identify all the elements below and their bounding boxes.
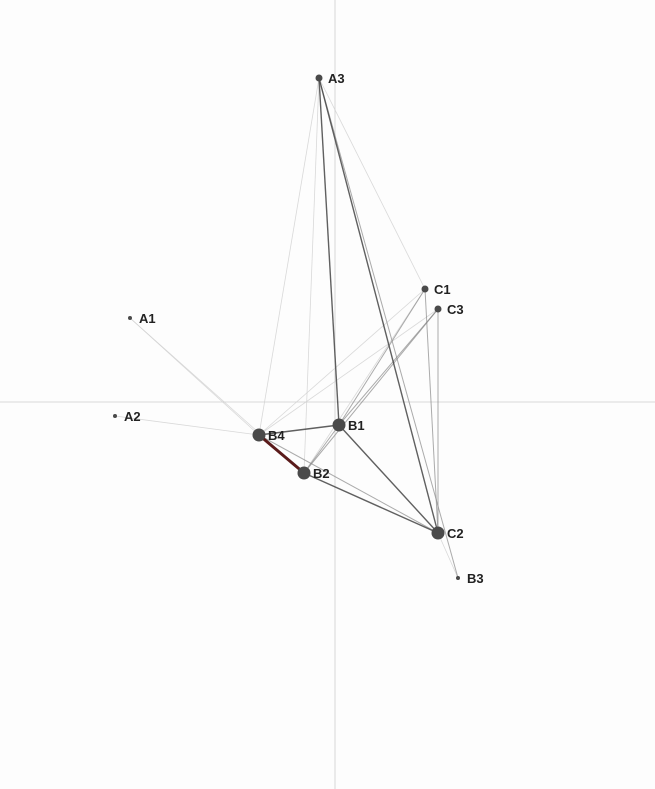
edge-a3-b3 xyxy=(318,77,459,579)
node-label-a2: A2 xyxy=(124,409,141,424)
node-label-b2: B2 xyxy=(313,466,330,481)
nodes xyxy=(113,74,460,580)
node-b1 xyxy=(332,418,346,432)
node-c2 xyxy=(431,526,445,540)
edge-b1-b4 xyxy=(258,424,340,436)
node-label-a1: A1 xyxy=(139,311,156,326)
node-label-c2: C2 xyxy=(447,526,464,541)
node-c3 xyxy=(434,305,442,313)
node-b2 xyxy=(297,466,311,480)
edge-b4-c2 xyxy=(258,434,439,534)
edge-b2-c1 xyxy=(303,288,426,474)
edge-b4-c1 xyxy=(258,288,426,436)
node-a3 xyxy=(315,74,323,82)
node-b4 xyxy=(252,428,266,442)
edge-b1-c2 xyxy=(338,424,439,534)
edge-a3-c2 xyxy=(318,77,439,534)
node-label-b3: B3 xyxy=(467,571,484,586)
edge-c2-b3 xyxy=(437,532,459,579)
node-label-c1: C1 xyxy=(434,282,451,297)
edge-b2-c3 xyxy=(303,308,439,474)
node-b3 xyxy=(456,576,460,580)
edges xyxy=(114,77,459,579)
node-label-b4: B4 xyxy=(268,428,285,443)
node-c1 xyxy=(421,285,429,293)
edge-b4-c3 xyxy=(258,308,439,436)
edge-b1-b2 xyxy=(303,424,340,474)
edge-a3-b1 xyxy=(318,77,340,426)
edge-a2-b4 xyxy=(114,415,260,436)
edge-b1-c3 xyxy=(338,308,439,426)
edge-b1-c1 xyxy=(338,288,426,426)
node-label-c3: C3 xyxy=(447,302,464,317)
node-a1 xyxy=(128,316,132,320)
node-label-b1: B1 xyxy=(348,418,365,433)
edge-a3-c1 xyxy=(318,77,426,290)
edge-a3-b2 xyxy=(303,77,320,474)
edge-c1-c2 xyxy=(424,288,439,534)
edge-a3-b4 xyxy=(258,77,320,436)
edge-b2-c2 xyxy=(303,472,439,534)
edge-b4-b2 xyxy=(258,433,305,475)
node-a2 xyxy=(113,414,117,418)
labels: A1 A2 A3 B1 B2 B3 B4 C1 C2 C3 xyxy=(124,71,484,586)
node-label-a3: A3 xyxy=(328,71,345,86)
